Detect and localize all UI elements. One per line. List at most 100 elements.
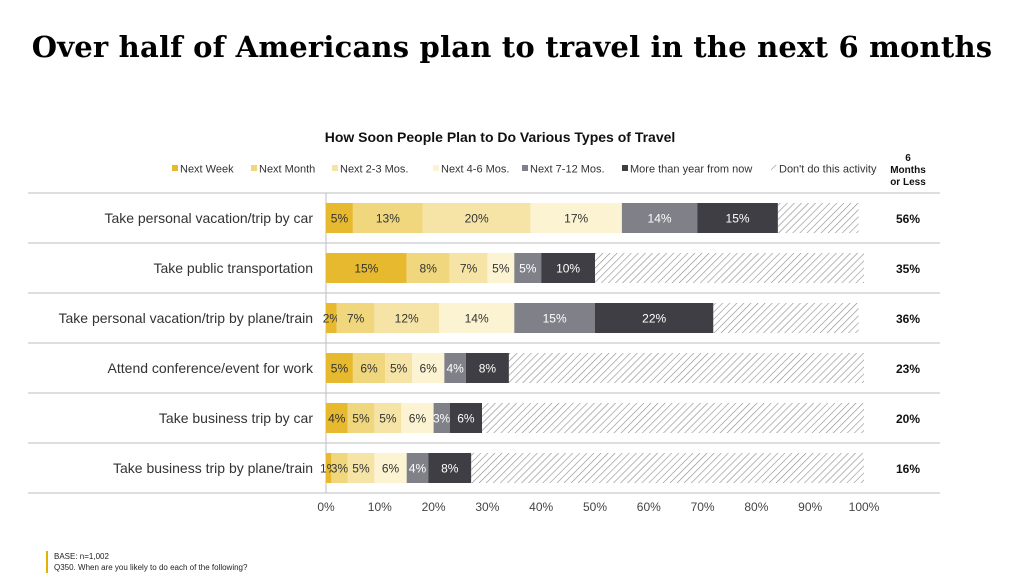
bar-segment-r0-s4 <box>621 203 698 233</box>
data-label-r1-s4: 5% <box>519 262 537 276</box>
legend-swatch-4 <box>522 165 528 171</box>
legend-label-6: Don't do this activity <box>779 164 877 176</box>
legend-swatch-3 <box>433 165 439 171</box>
data-label-r3-s3: 6% <box>420 362 438 376</box>
data-label-r2-s3: 14% <box>465 312 489 326</box>
x-tick-label-2: 20% <box>422 500 446 514</box>
bar-segment-r5-s3 <box>374 453 407 483</box>
bar-segment-r5-s6 <box>471 453 864 483</box>
data-label-r1-s3: 5% <box>492 262 510 276</box>
chart-title: How Soon People Plan to Do Various Types… <box>325 129 676 145</box>
bar-segment-r4-s1 <box>347 403 375 433</box>
data-label-r5-s3: 6% <box>382 462 400 476</box>
bar-segment-r3-s6 <box>508 353 864 383</box>
data-label-r4-s2: 5% <box>379 412 397 426</box>
data-label-r4-s1: 5% <box>352 412 370 426</box>
data-label-r3-s1: 6% <box>360 362 378 376</box>
bar-segment-r4-s0 <box>326 403 348 433</box>
bar-segment-r4-s3 <box>401 403 434 433</box>
data-label-r4-s4: 3% <box>433 412 451 426</box>
row-separators <box>28 192 940 494</box>
footnote-base: BASE: n=1,002 <box>54 552 109 561</box>
data-label-r2-s2: 12% <box>395 312 419 326</box>
bar-segment-r4-s5 <box>449 403 483 433</box>
category-label-1: Take public transportation <box>153 260 313 276</box>
data-label-r0-s0: 5% <box>331 212 349 226</box>
bar-segment-r3-s5 <box>465 353 509 383</box>
bar-segment-r2-s5 <box>595 303 714 333</box>
legend-swatch-5 <box>622 165 628 171</box>
x-tick-label-0: 0% <box>317 500 335 514</box>
bar-segment-r0-s6 <box>777 203 859 233</box>
summary-values: 56% 35% 36% 23% 20% 16% <box>896 212 920 476</box>
bar-segment-r3-s4 <box>444 353 466 383</box>
bar-segments: 5% 13% 20% 17% 14% 15% 15% 8% 7% 5% 5% 10% 2% 7% 12% 14… <box>320 203 864 483</box>
bar-segment-r0-s1 <box>352 203 423 233</box>
footnote: BASE: n=1,002 Q350. When are you likely … <box>46 551 247 573</box>
bar-segment-r2-s1 <box>336 303 375 333</box>
bar-segment-r4-s4 <box>433 403 450 433</box>
legend-label-5: More than year from now <box>630 164 752 176</box>
data-label-r3-s0: 5% <box>331 362 349 376</box>
summary-value-0: 56% <box>896 212 920 226</box>
legend-label-0: Next Week <box>180 164 234 176</box>
bar-segment-r1-s4 <box>514 253 542 283</box>
legend-label-3: Next 4-6 Mos. <box>441 164 509 176</box>
bar-segment-r3-s3 <box>412 353 445 383</box>
summary-value-3: 23% <box>896 362 920 376</box>
data-label-r0-s3: 17% <box>564 212 588 226</box>
data-label-r0-s1: 13% <box>376 212 400 226</box>
x-tick-label-1: 10% <box>368 500 392 514</box>
data-label-r0-s5: 15% <box>726 212 750 226</box>
page-title: Over half of Americans plan to travel in… <box>31 30 993 64</box>
bar-segment-r5-s5 <box>428 453 472 483</box>
legend-swatch-2 <box>332 165 338 171</box>
x-tick-label-10: 100% <box>849 500 880 514</box>
bar-segment-r3-s0 <box>326 353 353 383</box>
summary-header-line-2: or Less <box>890 177 926 188</box>
bar-segment-r2-s3 <box>438 303 515 333</box>
bar-segment-r1-s1 <box>406 253 450 283</box>
data-label-r1-s5: 10% <box>556 262 580 276</box>
legend-label-4: Next 7-12 Mos. <box>530 164 605 176</box>
bar-segment-r5-s0 <box>326 453 332 483</box>
x-tick-label-9: 90% <box>798 500 822 514</box>
x-tick-label-7: 70% <box>691 500 715 514</box>
bar-segment-r0-s0 <box>326 203 353 233</box>
legend-label-1: Next Month <box>259 164 315 176</box>
data-label-r0-s2: 20% <box>465 212 489 226</box>
data-label-r2-s5: 22% <box>642 312 666 326</box>
data-label-r1-s1: 8% <box>420 262 438 276</box>
bar-segment-r2-s6 <box>713 303 859 333</box>
data-label-r0-s4: 14% <box>648 212 672 226</box>
data-label-r4-s0: 4% <box>328 412 346 426</box>
bar-segment-r1-s3 <box>487 253 515 283</box>
data-label-r5-s1: 3% <box>331 462 349 476</box>
data-label-r5-s5: 8% <box>441 462 459 476</box>
bar-segment-r2-s2 <box>374 303 439 333</box>
data-label-r2-s4: 15% <box>543 312 567 326</box>
bar-segment-r2-s0 <box>326 303 337 333</box>
data-label-r2-s0: 2% <box>323 312 341 326</box>
data-label-r3-s2: 5% <box>390 362 408 376</box>
x-tick-label-8: 80% <box>744 500 768 514</box>
bar-segment-r5-s4 <box>406 453 429 483</box>
bar-segment-r0-s5 <box>697 203 778 233</box>
bar-segment-r0-s3 <box>530 203 622 233</box>
category-labels: Take personal vacation/trip by car Take p… <box>59 210 314 476</box>
data-label-r5-s4: 4% <box>409 462 427 476</box>
bar-segment-r5-s1 <box>331 453 348 483</box>
summary-value-5: 16% <box>896 462 920 476</box>
x-tick-label-3: 30% <box>475 500 499 514</box>
x-tick-label-4: 40% <box>529 500 553 514</box>
footnote-question: Q350. When are you likely to do each of … <box>54 563 248 572</box>
legend-swatch-6 <box>771 165 777 171</box>
bar-segment-r5-s2 <box>347 453 375 483</box>
bar-segment-r1-s5 <box>541 253 595 283</box>
category-label-5: Take business trip by plane/train <box>113 460 313 476</box>
bar-segment-r2-s4 <box>514 303 595 333</box>
summary-value-4: 20% <box>896 412 920 426</box>
data-label-r1-s2: 7% <box>460 262 478 276</box>
summary-header-line-1: Months <box>890 165 926 176</box>
